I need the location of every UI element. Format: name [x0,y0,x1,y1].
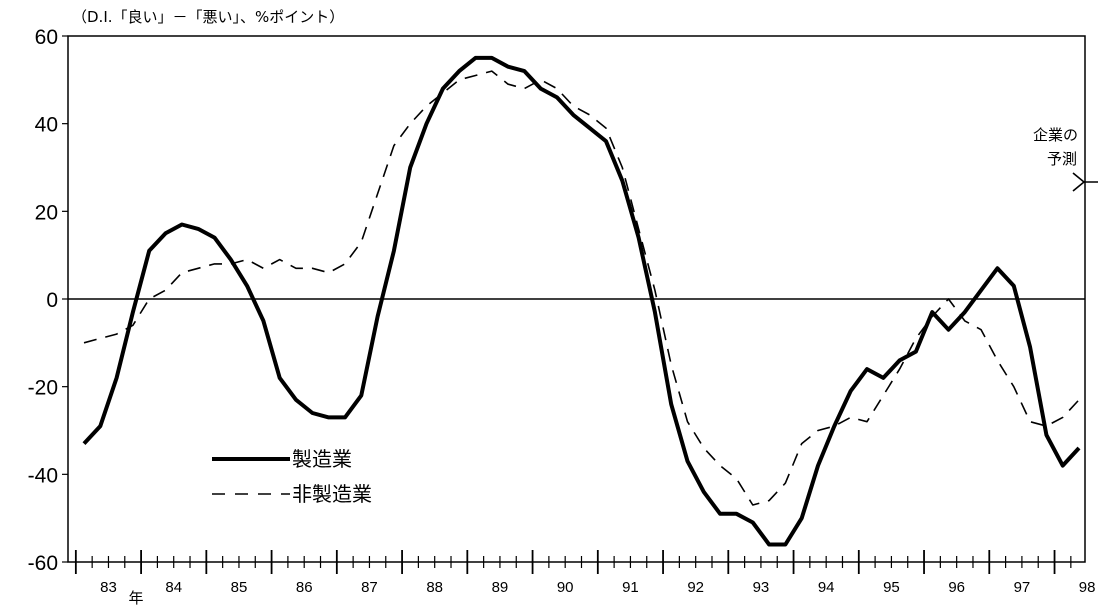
x-tick-label: 86 [296,579,313,596]
y-tick-label: -20 [28,377,58,400]
x-tick-label: 88 [426,579,443,596]
series-layer [82,55,1081,547]
x-tick-label: 91 [622,579,639,596]
y-tick-label: 40 [35,114,58,137]
x-axis: 83 84 85 86 87 88 89 90 91 92 93 94 95 96 97 98 年 [74,550,1096,607]
y-tick-label: 0 [46,289,58,312]
legend-label-nonmanufacturing: 非製造業 [292,482,372,506]
x-tick-label: 89 [492,579,509,596]
y-tick-label: -60 [28,552,58,575]
x-tick-label: 84 [165,579,182,596]
forecast-marker: 企業の 予測 [1033,126,1098,192]
x-tick-label: 96 [948,579,965,596]
y-tick-label: 60 [35,26,58,49]
x-year-unit: 年 [128,590,143,607]
forecast-label-line1: 企業の [1033,126,1078,144]
series-manufacturing [82,55,1081,547]
forecast-label-line2: 予測 [1047,150,1077,168]
series-nonmanufacturing [83,70,1080,506]
x-tick-label: 95 [883,579,900,596]
plot-frame [67,35,1086,563]
forecast-arrow-head [1072,172,1086,192]
x-tick-label: 98 [1079,579,1096,596]
legend-label-manufacturing: 製造業 [292,447,352,471]
x-tick-label: 94 [818,579,835,596]
x-tick-label: 97 [1014,579,1031,596]
x-tick-label: 93 [753,579,770,596]
y-tick-label: 20 [35,201,58,224]
y-tick-label: -40 [28,464,58,487]
x-tick-label: 87 [361,579,378,596]
x-tick-label: 90 [557,579,574,596]
legend: 製造業 非製造業 [212,447,372,506]
x-tick-label: 92 [687,579,704,596]
x-tick-label: 85 [231,579,248,596]
y-axis-labels: 60 40 20 0 -20 -40 -60 [28,26,68,575]
unit-label: （D.I.「良い」－「悪い」、%ポイント） [72,8,344,26]
x-tick-label: 83 [100,579,117,596]
